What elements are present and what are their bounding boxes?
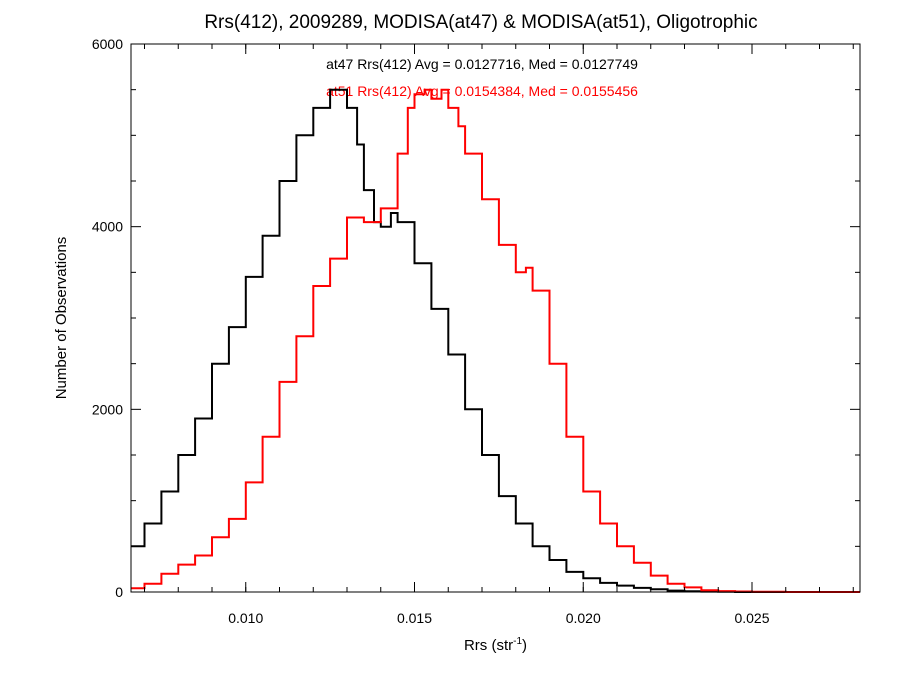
y-axis: 0 2000 4000 6000 [92,36,860,600]
annotations: at47 Rrs(412) Avg = 0.0127716, Med = 0.0… [326,56,638,99]
x-axis-label: Rrs (str-1) [464,636,527,654]
chart-title: Rrs(412), 2009289, MODISA(at47) & MODISA… [204,12,757,33]
x-axis-label-close: ) [522,637,527,654]
x-axis-label-text: Rrs (str [464,637,513,654]
x-axis-label-superscript: -1 [513,636,522,647]
annotation-at47: at47 Rrs(412) Avg = 0.0127716, Med = 0.0… [326,56,638,72]
y-tick-label: 0 [115,584,123,600]
y-tick-label: 6000 [92,36,123,52]
x-tick-label: 0.010 [228,610,263,626]
plot-series [131,88,860,593]
y-tick-label: 2000 [92,401,123,417]
x-tick-label: 0.020 [566,610,601,626]
x-tick-label: 0.015 [397,610,432,626]
y-axis-label: Number of Observations [53,237,70,400]
x-tick-label: 0.025 [734,610,769,626]
series-line-2 [131,88,860,593]
series-line-1 [131,88,860,593]
x-axis: 0.010 0.015 0.020 0.025 [144,44,854,626]
plot-frame [130,43,861,593]
annotation-at51: at51 Rrs(412) Avg = 0.0154384, Med = 0.0… [326,83,638,99]
y-tick-label: 4000 [92,219,123,235]
